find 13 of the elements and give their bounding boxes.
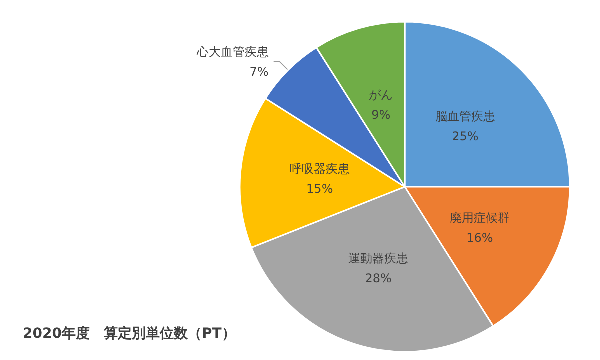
data-label: 7% xyxy=(250,64,269,79)
data-label: 9% xyxy=(372,108,391,122)
text: 2020年度 算定別単位数（PT） xyxy=(23,325,236,342)
slice-label: 心大血管疾患 xyxy=(196,44,269,59)
slice-label: 廃用症候群 xyxy=(450,211,510,226)
slice-label: がん xyxy=(369,88,394,102)
data-label: 25% xyxy=(452,130,479,144)
slice-label: 呼吸器疾患 xyxy=(290,162,350,176)
data-label: 15% xyxy=(306,182,334,196)
data-label: 16% xyxy=(466,231,494,246)
data-label: 28% xyxy=(365,271,392,286)
slice-label: 脳血管疾患 xyxy=(435,110,496,124)
slice-label: 運動器疾患 xyxy=(348,251,409,266)
